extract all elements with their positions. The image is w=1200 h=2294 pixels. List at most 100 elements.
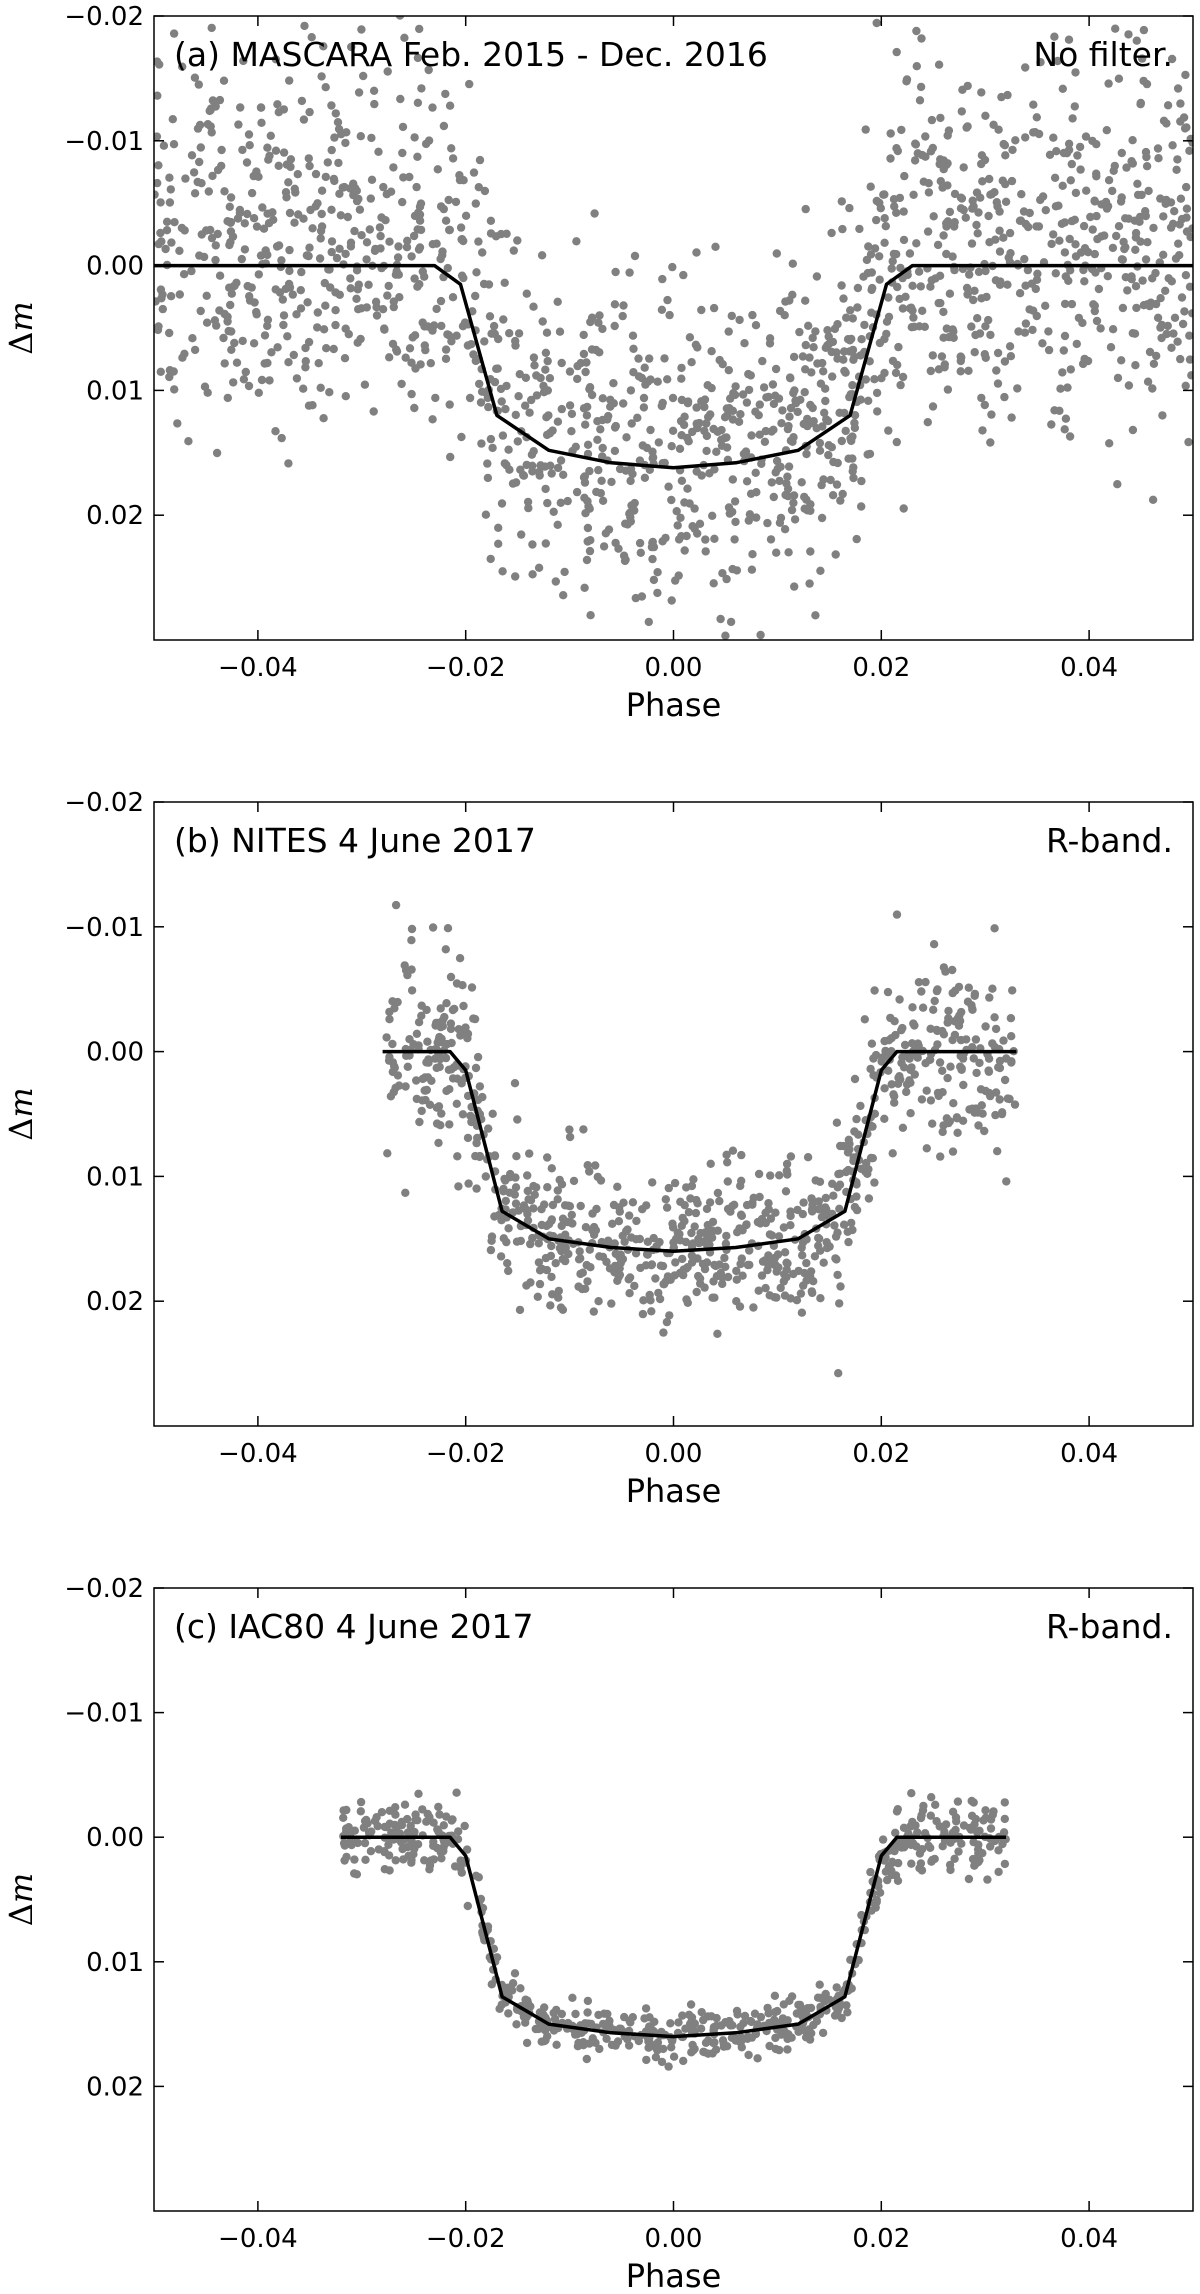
data-point (801, 365, 810, 374)
data-point (804, 321, 813, 330)
data-point (866, 1064, 875, 1074)
data-point (392, 345, 401, 354)
data-point (284, 358, 293, 367)
data-point (385, 1866, 394, 1875)
data-point (398, 148, 407, 158)
data-point (390, 1828, 399, 1837)
panel-c: −0.04 −0.02 0.00 0.02 0.04−0.02−0.010.000.01… (2, 1574, 1194, 2294)
data-point (659, 2044, 668, 2054)
data-point (504, 1266, 513, 1276)
data-point (857, 502, 866, 511)
data-point (1108, 243, 1118, 253)
data-point (765, 334, 775, 343)
data-point (1041, 206, 1051, 215)
data-point (439, 204, 448, 214)
data-point (313, 308, 322, 317)
data-point (1141, 147, 1151, 157)
data-point (1070, 215, 1080, 224)
data-point (618, 311, 627, 321)
data-point (1118, 255, 1128, 264)
data-point (1182, 182, 1191, 192)
data-point (239, 375, 249, 384)
data-point (521, 1205, 531, 1214)
data-point (824, 441, 833, 450)
data-point (779, 1223, 789, 1232)
data-point (828, 372, 837, 381)
data-point (957, 353, 966, 362)
data-point (950, 222, 959, 231)
data-point (547, 469, 556, 478)
data-point (173, 419, 182, 428)
x-tick-label: 0.00 (645, 2224, 703, 2254)
data-point (965, 270, 974, 279)
data-point (934, 298, 943, 308)
data-point (846, 306, 855, 315)
data-point (907, 303, 916, 312)
data-point (797, 1308, 807, 1317)
data-point (556, 498, 565, 507)
data-point (403, 236, 412, 245)
data-point (452, 331, 461, 340)
data-point (1145, 347, 1155, 357)
data-point (937, 352, 947, 361)
data-point (813, 359, 822, 368)
data-point (418, 1805, 427, 1814)
data-point (547, 1215, 556, 1224)
data-point (219, 333, 228, 343)
data-point (658, 274, 667, 284)
data-point (710, 2038, 719, 2047)
data-point (378, 305, 388, 314)
data-point (420, 341, 429, 350)
data-point (212, 448, 222, 458)
data-point (1001, 151, 1010, 160)
data-point (1175, 220, 1184, 229)
data-point (956, 204, 966, 213)
data-point (967, 239, 977, 248)
data-point (486, 434, 496, 444)
data-point (994, 125, 1003, 134)
data-point (385, 1007, 394, 1017)
data-point (665, 310, 674, 320)
data-point (679, 270, 688, 280)
data-point (494, 523, 503, 532)
data-point (929, 212, 938, 221)
data-point (771, 391, 780, 400)
data-point (938, 1066, 947, 1076)
data-point (836, 1282, 845, 1291)
data-point (993, 348, 1003, 358)
data-point (519, 470, 528, 480)
data-point (1060, 299, 1070, 309)
data-point (781, 1187, 791, 1196)
data-point (415, 24, 424, 34)
data-point (888, 257, 897, 266)
data-point (582, 1260, 591, 1270)
data-point (227, 345, 236, 354)
data-point (667, 442, 676, 451)
data-point (742, 1200, 752, 1210)
data-point (847, 1218, 856, 1228)
data-point (700, 1264, 710, 1274)
data-point (995, 1063, 1005, 1073)
data-point (798, 1209, 807, 1219)
data-point (872, 1895, 881, 1905)
data-point (1176, 117, 1185, 126)
data-point (226, 227, 236, 236)
data-point (748, 550, 757, 559)
data-point (1062, 149, 1072, 158)
data-point (663, 295, 672, 305)
data-point (780, 525, 790, 534)
data-point (471, 291, 480, 301)
data-point (484, 1124, 493, 1133)
data-point (941, 1820, 951, 1829)
data-point (580, 478, 590, 487)
data-point (929, 940, 939, 949)
data-point (835, 1204, 844, 1214)
data-point (697, 2008, 706, 2017)
data-point (346, 284, 355, 293)
data-point (1070, 102, 1080, 111)
data-point (352, 186, 361, 195)
data-point (870, 1109, 880, 1119)
data-point (624, 2041, 634, 2050)
data-point (853, 303, 862, 312)
data-point (708, 1217, 718, 1227)
